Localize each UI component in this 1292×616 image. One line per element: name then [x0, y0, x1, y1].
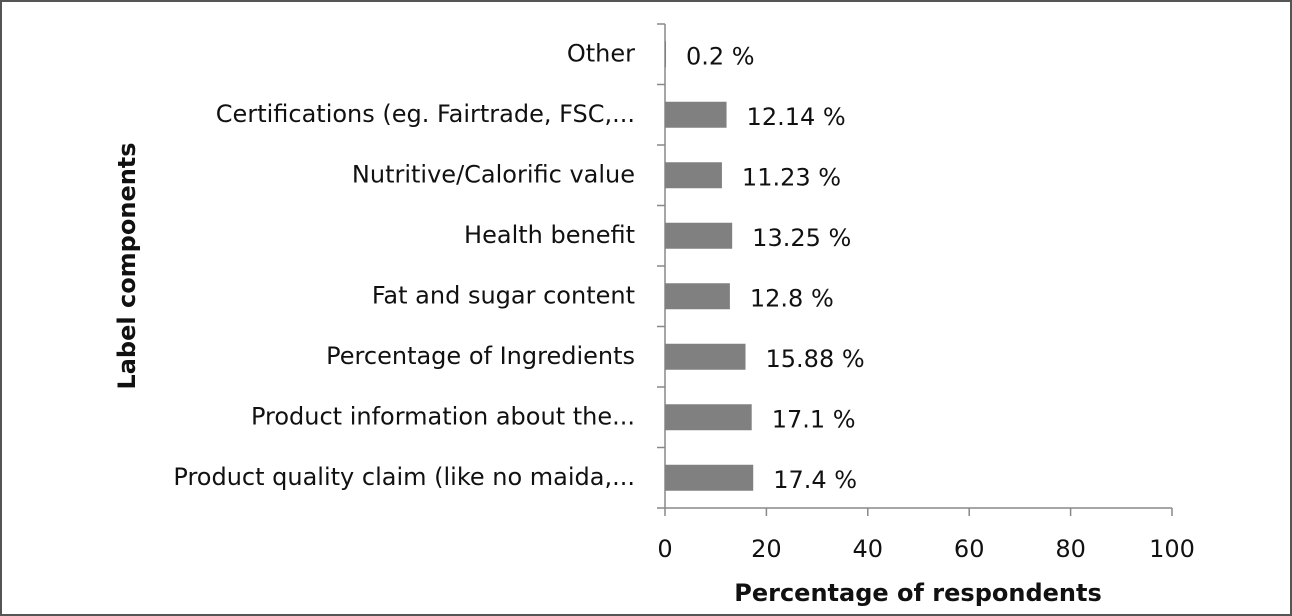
value-label: 0.2 %	[686, 42, 755, 70]
bar	[665, 404, 752, 431]
x-tick-label: 60	[954, 535, 985, 563]
bar	[665, 343, 746, 370]
bar	[665, 283, 730, 310]
value-label: 12.14 %	[747, 103, 846, 131]
value-label: 12.8 %	[750, 284, 834, 312]
y-tick-label: Health benefit	[464, 221, 635, 249]
value-label: 17.1 %	[772, 405, 856, 433]
value-label: 13.25 %	[752, 224, 851, 252]
y-tick-label: Nutritive/Calorific value	[352, 160, 635, 188]
bar	[665, 162, 722, 189]
x-tick-label: 80	[1055, 535, 1086, 563]
y-tick-label: Other	[567, 39, 635, 67]
x-axis-label: Percentage of respondents	[734, 579, 1102, 607]
bar	[665, 101, 727, 128]
y-tick-label: Percentage of Ingredients	[326, 342, 635, 370]
y-tick-label: Fat and sugar content	[372, 281, 635, 309]
x-tick-label: 40	[853, 535, 884, 563]
y-axis-label: Label components	[113, 142, 141, 389]
bar	[665, 222, 733, 249]
y-tick-label: Product information about the...	[251, 402, 635, 430]
x-tick-label: 100	[1149, 535, 1195, 563]
value-label: 17.4 %	[773, 466, 857, 494]
y-tick-label: Certifications (eg. Fairtrade, FSC,...	[216, 100, 635, 128]
bar	[665, 464, 754, 491]
y-tick-label: Product quality claim (like no maida,...	[173, 463, 635, 491]
value-label: 11.23 %	[742, 163, 841, 191]
x-tick-label: 0	[657, 535, 672, 563]
x-tick-label: 20	[751, 535, 782, 563]
bar	[665, 41, 667, 68]
value-label: 15.88 %	[766, 345, 865, 373]
